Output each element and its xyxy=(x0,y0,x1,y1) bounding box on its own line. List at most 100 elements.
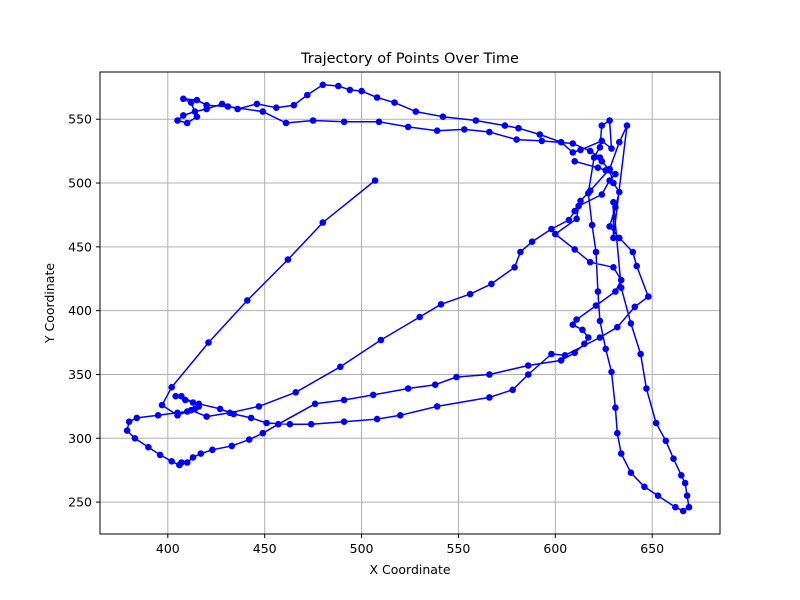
data-point xyxy=(606,223,613,230)
data-point xyxy=(340,118,348,126)
data-point xyxy=(275,420,282,428)
data-point xyxy=(203,413,210,420)
data-point xyxy=(189,399,197,406)
data-point xyxy=(614,323,621,331)
x-axis: 400 450 500 550 600 650 xyxy=(156,534,664,556)
data-point xyxy=(404,385,412,392)
data-point xyxy=(569,149,577,156)
data-point xyxy=(685,503,693,511)
data-point xyxy=(670,455,677,463)
data-point xyxy=(672,503,679,511)
data-point xyxy=(259,108,267,115)
data-point xyxy=(552,230,559,238)
data-point xyxy=(631,303,639,311)
data-point xyxy=(358,87,365,95)
data-point xyxy=(178,392,185,400)
data-point xyxy=(168,458,175,465)
data-point xyxy=(577,197,584,205)
data-point xyxy=(224,103,232,110)
data-point xyxy=(627,320,635,327)
data-point xyxy=(602,167,609,174)
data-point xyxy=(437,301,445,308)
data-point xyxy=(209,446,216,454)
data-point xyxy=(335,82,342,90)
data-point xyxy=(585,189,592,197)
x-axis-label: X Coordinate xyxy=(369,562,450,577)
data-point xyxy=(319,219,327,226)
data-point xyxy=(228,442,236,450)
data-point xyxy=(183,459,191,466)
data-point xyxy=(602,345,609,353)
data-point xyxy=(598,122,606,129)
data-point xyxy=(612,170,619,178)
data-point xyxy=(433,127,441,134)
data-point xyxy=(654,492,662,500)
data-point xyxy=(263,419,270,427)
data-point xyxy=(486,371,493,378)
data-point xyxy=(565,216,573,224)
data-point xyxy=(158,401,166,409)
data-point xyxy=(596,317,604,325)
data-point xyxy=(286,420,294,428)
grid-lines xyxy=(100,72,720,534)
data-point xyxy=(662,437,670,445)
data-point xyxy=(608,368,615,376)
data-point xyxy=(633,262,640,270)
data-point xyxy=(193,96,201,104)
data-point xyxy=(346,86,354,94)
data-point xyxy=(340,396,348,404)
data-point xyxy=(577,146,584,154)
data-point xyxy=(205,339,212,346)
data-point xyxy=(585,334,592,341)
data-point xyxy=(180,95,187,103)
data-point xyxy=(309,117,317,124)
data-point xyxy=(511,264,518,271)
data-point xyxy=(538,137,546,145)
data-point xyxy=(612,204,619,211)
data-point xyxy=(216,405,224,413)
y-axis: 250 300 350 400 450 500 550 xyxy=(68,112,100,510)
data-point xyxy=(197,450,205,457)
plot-frame xyxy=(99,71,721,535)
data-point xyxy=(575,202,582,210)
data-point xyxy=(391,99,398,106)
data-point xyxy=(218,100,226,108)
data-point xyxy=(586,258,594,266)
data-point xyxy=(472,117,480,124)
data-point xyxy=(616,234,623,242)
data-point xyxy=(588,221,596,229)
data-point xyxy=(282,119,290,127)
data-point xyxy=(375,118,383,126)
data-point xyxy=(191,108,199,115)
data-point xyxy=(187,99,195,106)
data-point xyxy=(557,138,565,146)
data-point xyxy=(586,147,594,155)
data-point xyxy=(156,451,164,459)
data-point xyxy=(536,131,544,138)
x-tick-label: 400 xyxy=(156,541,180,556)
data-point xyxy=(397,412,404,419)
data-point xyxy=(573,316,580,323)
data-point xyxy=(594,288,602,295)
data-point xyxy=(610,198,617,206)
data-point xyxy=(377,336,385,344)
data-point xyxy=(183,119,191,127)
data-point xyxy=(610,264,617,271)
y-tick-label: 250 xyxy=(68,495,92,510)
data-point xyxy=(616,138,623,146)
data-point xyxy=(598,137,606,145)
y-tick-label: 450 xyxy=(68,239,92,254)
data-point xyxy=(569,321,577,329)
data-point xyxy=(606,117,613,124)
data-point xyxy=(548,225,555,233)
data-point xyxy=(571,349,578,357)
data-point xyxy=(612,404,619,412)
data-point xyxy=(579,326,586,334)
data-point xyxy=(461,126,468,133)
data-point xyxy=(517,248,524,256)
data-point xyxy=(571,158,578,165)
data-point xyxy=(590,154,598,161)
data-point xyxy=(594,164,602,171)
data-point xyxy=(581,340,588,348)
data-point xyxy=(598,191,606,198)
